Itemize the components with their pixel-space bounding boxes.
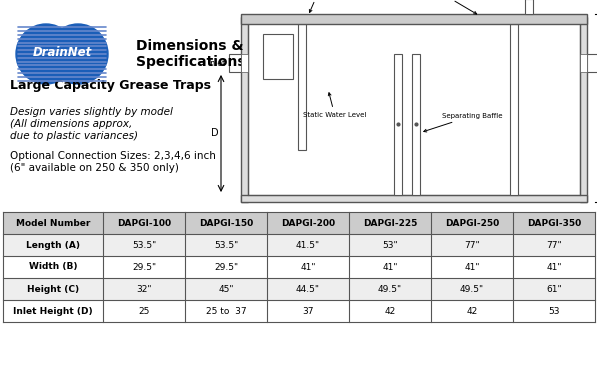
- Bar: [298, 24, 306, 150]
- Text: DAPGI-350: DAPGI-350: [527, 218, 581, 227]
- Text: 53": 53": [382, 240, 398, 250]
- Text: due to plastic variances): due to plastic variances): [10, 131, 138, 141]
- Text: 77": 77": [546, 240, 562, 250]
- Text: 29.5": 29.5": [214, 263, 238, 271]
- Text: Optional Connection Sizes: 2,3,4,6 inch: Optional Connection Sizes: 2,3,4,6 inch: [10, 151, 216, 161]
- Text: Specifications: Specifications: [136, 55, 245, 69]
- Bar: [587, 54, 597, 72]
- Text: Inlet: Inlet: [208, 58, 225, 68]
- Text: Static Water Level: Static Water Level: [303, 93, 367, 118]
- Text: Design varies slightly by model: Design varies slightly by model: [10, 107, 173, 117]
- Bar: [3, 212, 595, 234]
- Bar: [241, 54, 248, 72]
- Text: Large Capacity Grease Traps: Large Capacity Grease Traps: [10, 79, 211, 93]
- Text: 25 to  37: 25 to 37: [206, 306, 247, 316]
- Text: Inlet Height (D): Inlet Height (D): [13, 306, 93, 316]
- Text: 53.5": 53.5": [214, 240, 238, 250]
- Text: 61": 61": [546, 285, 562, 293]
- Text: 53: 53: [548, 306, 560, 316]
- Text: Height (C): Height (C): [27, 285, 79, 293]
- Text: 53.5": 53.5": [132, 240, 156, 250]
- Bar: [241, 195, 587, 202]
- Bar: [241, 14, 587, 24]
- Text: Removable Clean Outs: Removable Clean Outs: [278, 0, 357, 12]
- Text: 25: 25: [139, 306, 150, 316]
- Text: Separating Baffle: Separating Baffle: [424, 113, 503, 132]
- Text: Dimensions &: Dimensions &: [136, 39, 244, 53]
- Text: 42: 42: [384, 306, 396, 316]
- Text: 37: 37: [302, 306, 314, 316]
- Bar: [3, 234, 595, 256]
- Text: DAPGI-150: DAPGI-150: [199, 218, 253, 227]
- Text: DAPGI-225: DAPGI-225: [363, 218, 417, 227]
- Bar: [263, 34, 293, 79]
- Text: 42: 42: [466, 306, 478, 316]
- Bar: [580, 54, 587, 72]
- Bar: [394, 54, 402, 195]
- Text: 41": 41": [382, 263, 398, 271]
- Text: (6" available on 250 & 350 only): (6" available on 250 & 350 only): [10, 163, 179, 173]
- Bar: [580, 17, 587, 202]
- Bar: [525, 0, 533, 14]
- Bar: [229, 54, 241, 72]
- Text: 41.5": 41.5": [296, 240, 320, 250]
- Text: DAPGI-200: DAPGI-200: [281, 218, 335, 227]
- Text: D: D: [211, 129, 219, 139]
- Text: 45": 45": [219, 285, 234, 293]
- Text: 77": 77": [464, 240, 480, 250]
- Text: Model Number: Model Number: [16, 218, 90, 227]
- Bar: [3, 278, 595, 300]
- Text: 29.5": 29.5": [132, 263, 156, 271]
- Text: Removable Clean Out: Removable Clean Out: [405, 0, 481, 14]
- Text: Width (B): Width (B): [29, 263, 77, 271]
- Bar: [3, 300, 595, 322]
- Text: 41": 41": [300, 263, 316, 271]
- Text: 32": 32": [136, 285, 152, 293]
- Text: 49.5": 49.5": [460, 285, 484, 293]
- Bar: [3, 256, 595, 278]
- Text: DAPGI-250: DAPGI-250: [445, 218, 499, 227]
- Text: 41": 41": [464, 263, 480, 271]
- Circle shape: [48, 24, 108, 84]
- Bar: [241, 17, 248, 202]
- Text: 49.5": 49.5": [378, 285, 402, 293]
- Bar: [510, 24, 518, 195]
- Text: 41": 41": [546, 263, 562, 271]
- Bar: [412, 54, 420, 195]
- Text: 44.5": 44.5": [296, 285, 320, 293]
- Text: DrainNet: DrainNet: [32, 46, 91, 60]
- Circle shape: [16, 24, 76, 84]
- Text: Length (A): Length (A): [26, 240, 80, 250]
- Text: DAPGI-100: DAPGI-100: [117, 218, 171, 227]
- Text: (All dimensions approx,: (All dimensions approx,: [10, 119, 133, 129]
